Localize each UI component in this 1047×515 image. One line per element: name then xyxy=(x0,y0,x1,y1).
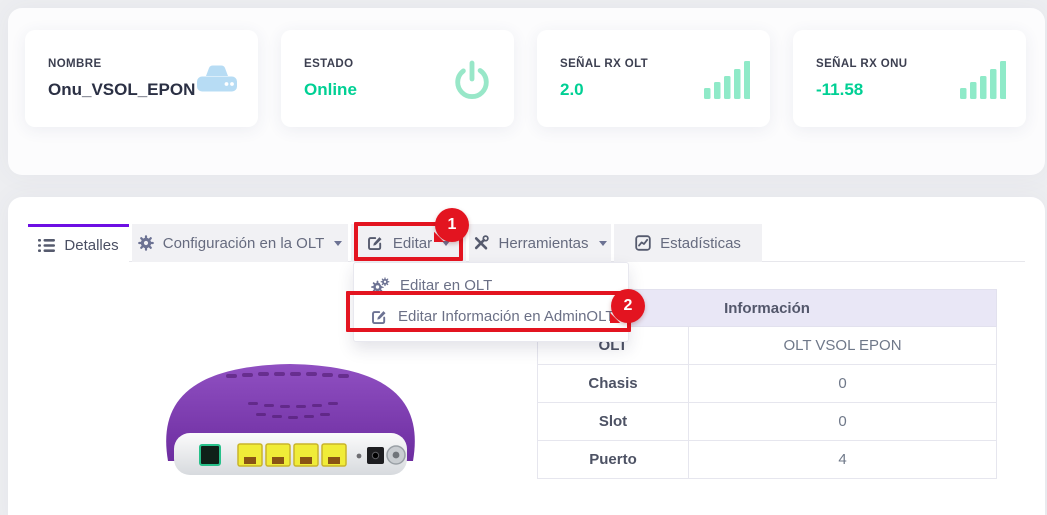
stat-cards-row: NOMBRE Onu_VSOL_EPON ESTADO Online xyxy=(25,30,1026,127)
annotation-badge-step2: 2 xyxy=(611,289,645,323)
menu-item-label: Editar Información en AdminOLT xyxy=(398,308,615,325)
stat-card-nombre: NOMBRE Onu_VSOL_EPON xyxy=(25,30,258,127)
stat-card-value: Onu_VSOL_EPON xyxy=(48,79,196,99)
chevron-down-icon xyxy=(598,240,607,246)
row-label: Slot xyxy=(537,402,689,441)
modem-icon xyxy=(195,63,239,94)
tab-label: Detalles xyxy=(64,236,119,254)
tools-icon xyxy=(473,235,490,251)
row-value: OLT VSOL EPON xyxy=(688,326,997,365)
chart-icon xyxy=(635,235,651,251)
table-row-chasis: Chasis 0 xyxy=(537,364,997,403)
stat-card-label: SEÑAL RX ONU xyxy=(816,57,908,70)
edit-icon xyxy=(367,235,384,251)
onu-device-photo xyxy=(148,345,433,485)
row-label: Puerto xyxy=(537,440,689,479)
power-icon xyxy=(450,57,494,101)
list-icon xyxy=(38,238,56,252)
stat-card-value: 2.0 xyxy=(560,79,584,99)
stat-card-senal-rx-olt: SEÑAL RX OLT 2.0 xyxy=(537,30,770,127)
stat-card-estado: ESTADO Online xyxy=(281,30,514,127)
tab-estadisticas[interactable]: Estadísticas xyxy=(614,224,762,262)
info-table: Información OLT OLT VSOL EPON Chasis 0 S… xyxy=(537,289,997,479)
tab-herramientas[interactable]: Herramientas xyxy=(469,224,611,262)
table-row-slot: Slot 0 xyxy=(537,402,997,441)
tab-label: Editar xyxy=(392,234,433,252)
row-value: 0 xyxy=(688,364,997,403)
row-value: 4 xyxy=(688,440,997,479)
stat-card-label: NOMBRE xyxy=(48,57,102,70)
annotation-box-step1 xyxy=(354,222,463,261)
cogs-icon xyxy=(371,277,390,294)
menu-item-editar-informacion-adminolt[interactable]: Editar Información en AdminOLT xyxy=(354,301,628,332)
signal-bars-icon xyxy=(704,59,750,99)
tab-label: Herramientas xyxy=(498,234,589,252)
stat-card-label: ESTADO xyxy=(304,57,354,70)
stat-card-label: SEÑAL RX OLT xyxy=(560,57,649,70)
stats-panel: NOMBRE Onu_VSOL_EPON ESTADO Online xyxy=(8,8,1045,175)
stat-card-senal-rx-onu: SEÑAL RX ONU -11.58 xyxy=(793,30,1026,127)
tab-editar[interactable]: Editar xyxy=(351,224,466,262)
tab-label: Estadísticas xyxy=(660,234,741,252)
chevron-down-icon xyxy=(442,240,451,246)
annotation-badge-step1: 1 xyxy=(435,208,469,242)
tab-bar: Detalles Configuración en la OLT Editar xyxy=(28,224,1025,263)
table-row-puerto: Puerto 4 xyxy=(537,440,997,479)
menu-item-label: Editar en OLT xyxy=(400,277,493,294)
stat-card-value: -11.58 xyxy=(816,79,864,99)
edit-icon xyxy=(371,309,388,325)
row-label: Chasis xyxy=(537,364,689,403)
tab-configuracion-en-la-olt[interactable]: Configuración en la OLT xyxy=(132,224,348,262)
chevron-down-icon xyxy=(334,240,343,246)
tab-label: Configuración en la OLT xyxy=(162,234,325,252)
tab-detalles[interactable]: Detalles xyxy=(28,224,129,263)
annotation-box-step2 xyxy=(346,291,631,332)
menu-item-editar-en-olt[interactable]: Editar en OLT xyxy=(354,270,628,301)
signal-bars-icon xyxy=(960,59,1006,99)
row-value: 0 xyxy=(688,402,997,441)
content-panel: Detalles Configuración en la OLT Editar xyxy=(8,197,1045,515)
stat-card-value: Online xyxy=(304,79,357,99)
gear-icon xyxy=(138,235,154,251)
